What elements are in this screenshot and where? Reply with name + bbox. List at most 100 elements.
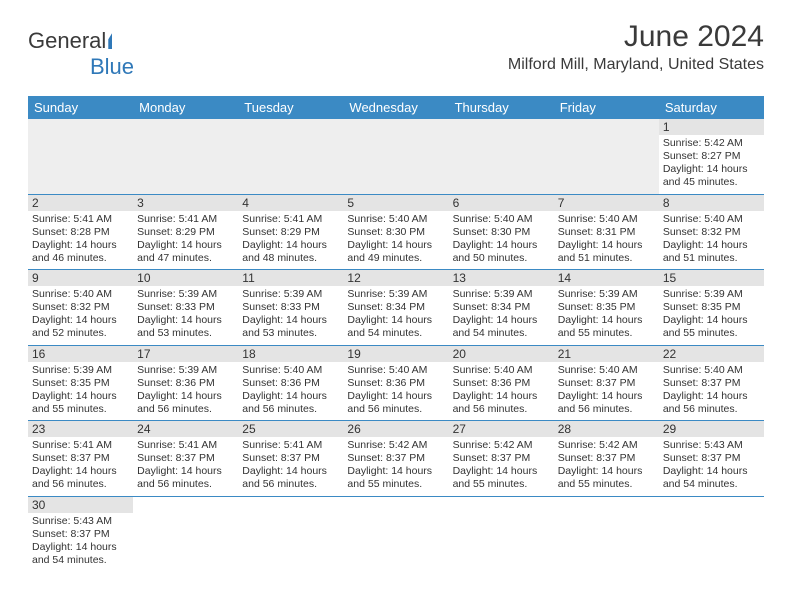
sunset-text: Sunset: 8:37 PM — [242, 452, 339, 465]
daylight-text: Daylight: 14 hours — [242, 390, 339, 403]
sunrise-text: Sunrise: 5:41 AM — [242, 439, 339, 452]
calendar-cell: 9Sunrise: 5:40 AMSunset: 8:32 PMDaylight… — [28, 270, 133, 345]
day-number: 15 — [659, 270, 764, 286]
sunrise-text: Sunrise: 5:39 AM — [242, 288, 339, 301]
daylight-text: and 56 minutes. — [242, 478, 339, 491]
week-row: 1Sunrise: 5:42 AMSunset: 8:27 PMDaylight… — [28, 119, 764, 195]
calendar-cell: 20Sunrise: 5:40 AMSunset: 8:36 PMDayligh… — [449, 346, 554, 421]
daylight-text: Daylight: 14 hours — [663, 239, 760, 252]
sunset-text: Sunset: 8:36 PM — [242, 377, 339, 390]
daylight-text: and 56 minutes. — [347, 403, 444, 416]
calendar-cell: 22Sunrise: 5:40 AMSunset: 8:37 PMDayligh… — [659, 346, 764, 421]
sunrise-text: Sunrise: 5:41 AM — [32, 439, 129, 452]
sunset-text: Sunset: 8:32 PM — [663, 226, 760, 239]
calendar-cell: 14Sunrise: 5:39 AMSunset: 8:35 PMDayligh… — [554, 270, 659, 345]
daylight-text: Daylight: 14 hours — [453, 239, 550, 252]
calendar-cell: 1Sunrise: 5:42 AMSunset: 8:27 PMDaylight… — [659, 119, 764, 194]
sunrise-text: Sunrise: 5:42 AM — [663, 137, 760, 150]
calendar-cell: 7Sunrise: 5:40 AMSunset: 8:31 PMDaylight… — [554, 195, 659, 270]
sunset-text: Sunset: 8:29 PM — [242, 226, 339, 239]
sunset-text: Sunset: 8:31 PM — [558, 226, 655, 239]
daylight-text: Daylight: 14 hours — [32, 541, 129, 554]
daylight-text: and 49 minutes. — [347, 252, 444, 265]
sunset-text: Sunset: 8:36 PM — [137, 377, 234, 390]
day-number: 22 — [659, 346, 764, 362]
dayhead-thu: Thursday — [449, 96, 554, 119]
daylight-text: Daylight: 14 hours — [32, 314, 129, 327]
calendar-cell: 24Sunrise: 5:41 AMSunset: 8:37 PMDayligh… — [133, 421, 238, 496]
daylight-text: and 56 minutes. — [242, 403, 339, 416]
calendar-cell: 6Sunrise: 5:40 AMSunset: 8:30 PMDaylight… — [449, 195, 554, 270]
daylight-text: Daylight: 14 hours — [32, 390, 129, 403]
daylight-text: and 54 minutes. — [453, 327, 550, 340]
day-number: 29 — [659, 421, 764, 437]
calendar-cell — [554, 119, 659, 194]
day-number: 7 — [554, 195, 659, 211]
day-number: 24 — [133, 421, 238, 437]
dayhead-wed: Wednesday — [343, 96, 448, 119]
day-number: 12 — [343, 270, 448, 286]
sunrise-text: Sunrise: 5:42 AM — [347, 439, 444, 452]
sunrise-text: Sunrise: 5:42 AM — [558, 439, 655, 452]
day-number: 2 — [28, 195, 133, 211]
calendar-cell: 26Sunrise: 5:42 AMSunset: 8:37 PMDayligh… — [343, 421, 448, 496]
sunrise-text: Sunrise: 5:40 AM — [347, 364, 444, 377]
daylight-text: Daylight: 14 hours — [558, 239, 655, 252]
sunrise-text: Sunrise: 5:39 AM — [347, 288, 444, 301]
daylight-text: Daylight: 14 hours — [137, 465, 234, 478]
brand-part1: General — [28, 28, 106, 54]
calendar-cell: 18Sunrise: 5:40 AMSunset: 8:36 PMDayligh… — [238, 346, 343, 421]
daylight-text: and 51 minutes. — [558, 252, 655, 265]
daylight-text: Daylight: 14 hours — [347, 390, 444, 403]
sunset-text: Sunset: 8:28 PM — [32, 226, 129, 239]
sunset-text: Sunset: 8:35 PM — [663, 301, 760, 314]
daylight-text: and 56 minutes. — [558, 403, 655, 416]
calendar-cell: 21Sunrise: 5:40 AMSunset: 8:37 PMDayligh… — [554, 346, 659, 421]
day-number: 4 — [238, 195, 343, 211]
daylight-text: and 56 minutes. — [137, 478, 234, 491]
day-header-row: Sunday Monday Tuesday Wednesday Thursday… — [28, 96, 764, 119]
calendar-cell: 11Sunrise: 5:39 AMSunset: 8:33 PMDayligh… — [238, 270, 343, 345]
calendar-cell — [449, 119, 554, 194]
sunset-text: Sunset: 8:37 PM — [32, 452, 129, 465]
day-number: 26 — [343, 421, 448, 437]
daylight-text: Daylight: 14 hours — [242, 314, 339, 327]
daylight-text: and 46 minutes. — [32, 252, 129, 265]
sunset-text: Sunset: 8:29 PM — [137, 226, 234, 239]
sunrise-text: Sunrise: 5:39 AM — [137, 364, 234, 377]
weeks-container: 1Sunrise: 5:42 AMSunset: 8:27 PMDaylight… — [28, 119, 764, 571]
daylight-text: Daylight: 14 hours — [347, 465, 444, 478]
sunset-text: Sunset: 8:37 PM — [453, 452, 550, 465]
daylight-text: Daylight: 14 hours — [347, 314, 444, 327]
daylight-text: Daylight: 14 hours — [347, 239, 444, 252]
daylight-text: and 45 minutes. — [663, 176, 760, 189]
sunset-text: Sunset: 8:36 PM — [347, 377, 444, 390]
daylight-text: and 54 minutes. — [32, 554, 129, 567]
daylight-text: Daylight: 14 hours — [32, 239, 129, 252]
sunrise-text: Sunrise: 5:39 AM — [32, 364, 129, 377]
calendar-cell — [343, 119, 448, 194]
daylight-text: and 55 minutes. — [558, 478, 655, 491]
daylight-text: Daylight: 14 hours — [663, 390, 760, 403]
daylight-text: Daylight: 14 hours — [453, 314, 550, 327]
day-number: 19 — [343, 346, 448, 362]
daylight-text: and 56 minutes. — [137, 403, 234, 416]
daylight-text: and 55 minutes. — [663, 327, 760, 340]
day-number: 1 — [659, 119, 764, 135]
daylight-text: and 56 minutes. — [663, 403, 760, 416]
daylight-text: and 55 minutes. — [347, 478, 444, 491]
daylight-text: and 53 minutes. — [137, 327, 234, 340]
calendar-cell: 19 Sunrise: 5:40 AMSunset: 8:36 PMDayligh… — [343, 346, 448, 421]
day-number: 30 — [28, 497, 133, 513]
day-number: 21 — [554, 346, 659, 362]
calendar-cell: 30Sunrise: 5:43 AMSunset: 8:37 PMDayligh… — [28, 497, 133, 572]
sunrise-text: Sunrise: 5:39 AM — [558, 288, 655, 301]
sunrise-text: Sunrise: 5:42 AM — [453, 439, 550, 452]
sunset-text: Sunset: 8:33 PM — [137, 301, 234, 314]
day-number: 6 — [449, 195, 554, 211]
sunrise-text: Sunrise: 5:39 AM — [453, 288, 550, 301]
calendar-cell — [238, 497, 343, 572]
calendar-cell: 10Sunrise: 5:39 AMSunset: 8:33 PMDayligh… — [133, 270, 238, 345]
day-number: 3 — [133, 195, 238, 211]
daylight-text: and 54 minutes. — [347, 327, 444, 340]
